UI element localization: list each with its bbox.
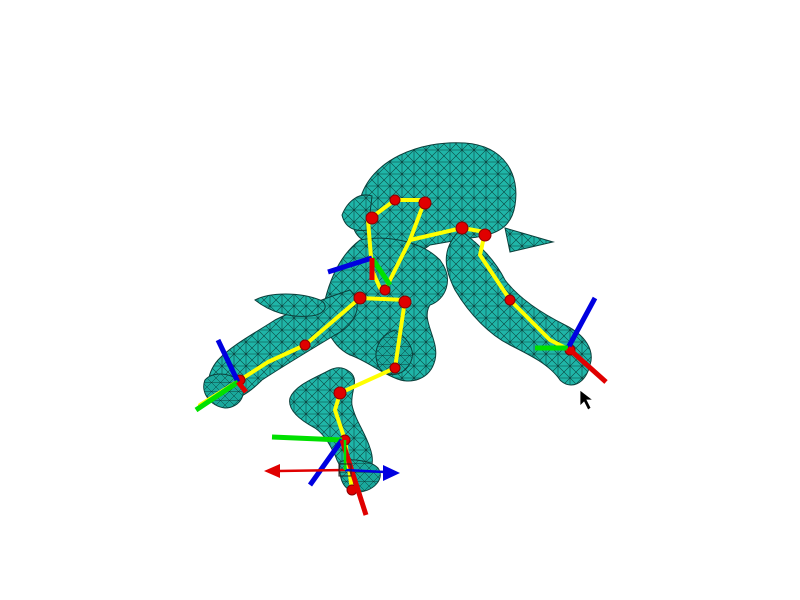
joint-ankle[interactable] xyxy=(333,386,347,400)
move-gizmo-icon[interactable] xyxy=(264,440,400,481)
joint-head-left[interactable] xyxy=(365,211,379,225)
joint-chest[interactable] xyxy=(379,284,391,296)
axes-frame-left-wrist xyxy=(194,338,248,413)
joint-elbow-right[interactable] xyxy=(504,294,516,306)
gizmo-x-axis-handle[interactable] xyxy=(277,468,346,473)
axes-frame-head xyxy=(327,255,393,287)
joint-head-top[interactable] xyxy=(418,196,432,210)
bone-pelvis[interactable] xyxy=(338,296,407,395)
joint-spine[interactable] xyxy=(353,291,367,305)
joint-hip[interactable] xyxy=(398,295,412,309)
joint-neck[interactable] xyxy=(389,194,401,206)
arrow-cursor-icon xyxy=(579,389,595,411)
gizmo-z-arrowhead[interactable] xyxy=(383,465,400,481)
mesh-left-fin[interactable] xyxy=(254,293,326,317)
joint-shoulder-left[interactable] xyxy=(299,339,311,351)
mesh-tail[interactable] xyxy=(375,329,413,376)
joint-knee[interactable] xyxy=(389,362,401,374)
gizmo-x-arrowhead[interactable] xyxy=(264,464,280,478)
axes-frame-right-wrist xyxy=(535,296,608,384)
mesh-right-horn[interactable] xyxy=(504,227,555,253)
joint-shoulder-right[interactable] xyxy=(455,221,469,235)
gizmo-z-axis-handle[interactable] xyxy=(344,468,386,474)
gizmo-center-handle[interactable] xyxy=(338,463,352,477)
joint-clavicle-right[interactable] xyxy=(478,228,492,242)
